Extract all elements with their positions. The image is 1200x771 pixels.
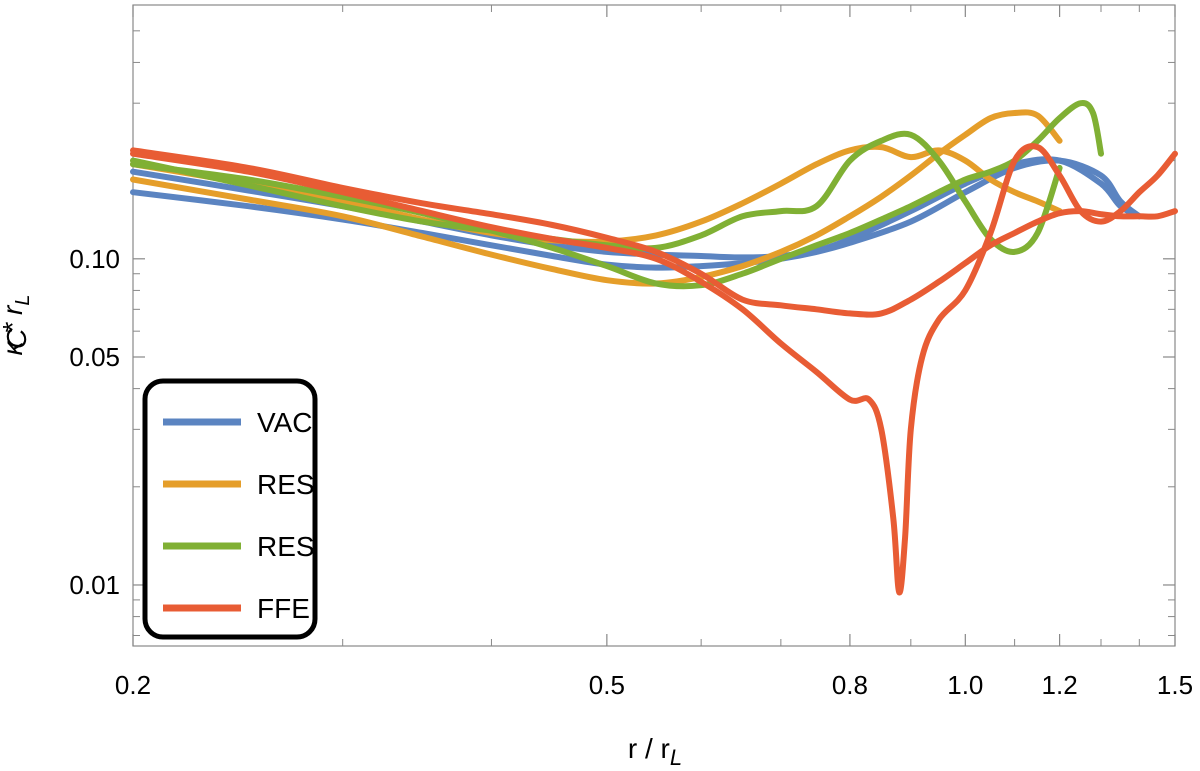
x-tick-labels: 0.2 0.5 0.8 1.0 1.2 1.5 bbox=[115, 670, 1193, 700]
legend-label-res: RES bbox=[257, 469, 315, 500]
y-tick-label: 0.05 bbox=[69, 342, 120, 372]
x-tick-label: 0.2 bbox=[115, 670, 151, 700]
legend-items: VAC RES RES FFE bbox=[163, 407, 315, 624]
series-line-ffe-6 bbox=[130, 143, 1178, 596]
series-line-res-5 bbox=[130, 130, 1063, 255]
legend: VAC RES RES FFE bbox=[142, 378, 318, 640]
x-tick-label: 0.5 bbox=[589, 670, 625, 700]
series-layer bbox=[130, 100, 1178, 596]
x-axis-title: r / rL bbox=[628, 733, 682, 770]
x-tick-label: 1.0 bbox=[947, 670, 983, 700]
series-line-res-2 bbox=[130, 109, 1063, 287]
plot-frame bbox=[132, 4, 1176, 647]
series-line-ffe-7 bbox=[130, 147, 1178, 318]
y-tick-label: 0.01 bbox=[69, 570, 120, 600]
legend-label-vac: VAC bbox=[257, 407, 313, 438]
y-axis-title: κ * rL bbox=[0, 295, 34, 356]
legend-label-res: RES bbox=[257, 531, 315, 562]
axis-ticks bbox=[132, 5, 1176, 646]
y-tick-labels: 0.01 0.05 0.10 bbox=[69, 244, 120, 600]
x-tick-label: 1.5 bbox=[1157, 670, 1193, 700]
x-tick-label: 1.2 bbox=[1042, 670, 1078, 700]
legend-box bbox=[142, 378, 318, 640]
y-tick-label: 0.10 bbox=[69, 244, 120, 274]
legend-label-ffe: FFE bbox=[257, 593, 310, 624]
y-axis-kappa-subscript: C bbox=[1, 328, 32, 349]
x-tick-label: 0.8 bbox=[832, 670, 868, 700]
